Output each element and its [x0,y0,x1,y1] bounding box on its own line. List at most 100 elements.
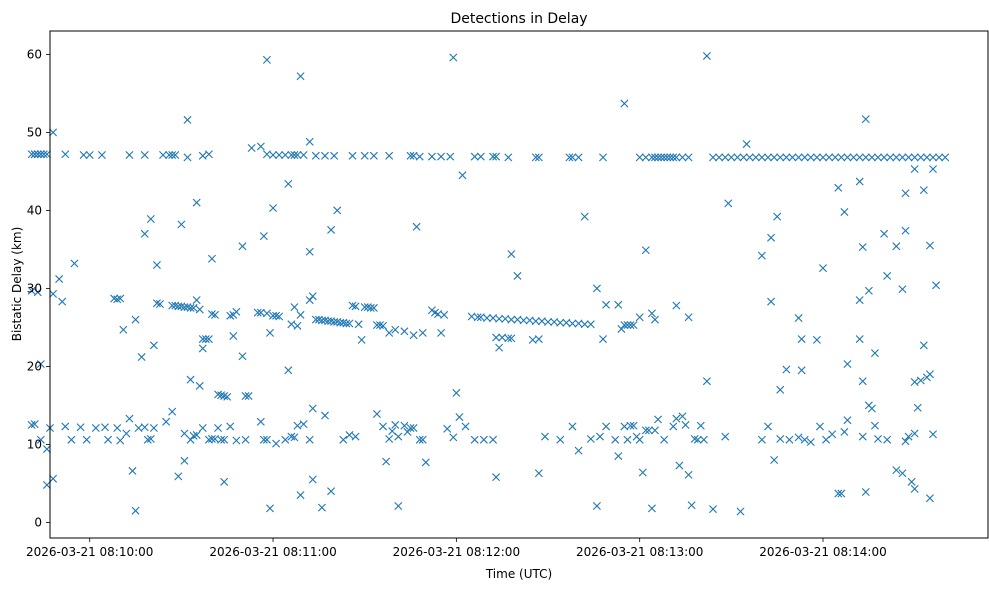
data-point-162 [113,295,122,304]
data-point-78 [709,153,718,162]
data-point-14 [125,151,134,160]
data-point-61 [574,153,583,162]
data-point-404 [592,502,601,511]
data-point-169 [156,300,164,308]
data-point-151 [925,241,934,250]
data-point-315 [42,480,51,489]
data-point-432 [699,435,708,444]
data-point-168 [152,299,161,308]
data-point-461 [904,432,913,441]
data-point-103 [855,153,864,162]
y-tick-label-1: 10 [27,437,42,451]
data-point-395 [479,435,488,444]
data-point-459 [898,469,907,478]
data-point-59 [565,153,574,162]
data-point-141 [819,264,827,273]
data-point-165 [131,315,140,324]
data-point-384 [406,424,415,433]
data-point-236 [400,327,409,336]
data-point-429 [690,434,699,443]
data-point-233 [379,321,388,330]
data-point-32 [290,151,299,160]
data-point-0 [27,150,36,159]
data-point-157 [49,289,58,298]
data-point-392 [455,413,464,422]
data-point-367 [308,404,317,413]
data-point-30 [281,151,290,160]
data-point-66 [647,153,656,162]
data-point-122 [177,220,186,229]
data-point-57 [531,153,540,162]
data-point-435 [721,432,730,441]
data-point-48 [437,152,446,161]
data-point-189 [223,392,232,401]
data-point-245 [473,313,482,322]
data-point-150 [919,186,928,195]
data-point-67 [650,153,659,162]
data-point-82 [733,153,742,162]
data-point-22 [198,151,207,160]
data-point-229 [366,303,375,312]
data-point-190 [226,311,235,320]
data-point-410 [623,435,632,444]
data-point-192 [229,331,238,340]
data-point-249 [495,314,504,323]
data-point-457 [883,435,892,444]
data-point-441 [785,435,794,444]
y-tick-label-3: 30 [27,281,42,295]
data-point-355 [259,435,268,444]
data-point-391 [452,388,461,397]
data-point-299 [910,378,919,386]
data-point-466 [925,494,934,503]
data-point-379 [391,420,400,429]
data-point-98 [825,153,834,162]
data-point-279 [626,321,635,330]
data-point-181 [198,344,207,353]
data-point-419 [650,426,659,435]
data-point-393 [461,422,470,431]
data-point-88 [764,153,773,162]
data-point-283 [672,301,681,310]
data-point-102 [849,153,858,162]
data-point-43 [385,151,394,160]
data-point-456 [874,434,882,443]
data-point-117 [935,153,944,162]
data-point-421 [660,435,669,444]
data-point-414 [635,435,644,444]
data-point-380 [394,432,403,441]
data-point-29 [275,151,284,160]
data-point-428 [687,501,696,510]
data-point-114 [916,153,925,162]
data-point-222 [345,319,354,328]
data-point-440 [776,434,785,443]
data-point-282 [650,315,659,324]
data-point-126 [259,232,268,241]
data-point-73 [669,153,678,162]
data-point-458 [892,466,901,475]
data-point-329 [131,506,140,515]
data-point-129 [305,247,314,256]
data-point-408 [614,452,623,461]
data-point-277 [620,321,629,330]
x-tick-label-1: 2026-03-21 08:11:00 [209,545,336,559]
data-point-349 [220,477,229,486]
data-point-207 [293,321,302,330]
data-point-284 [684,313,693,322]
data-point-281 [647,309,656,318]
data-point-65 [641,153,650,162]
data-point-403 [586,434,595,443]
data-point-95 [806,153,815,162]
data-point-101 [843,153,852,162]
data-point-118 [941,153,950,162]
y-tick-label-6: 60 [27,47,42,61]
data-point-153 [901,226,910,235]
data-point-145 [858,243,867,252]
data-point-342 [192,431,201,440]
data-point-396 [489,435,498,444]
data-point-263 [580,320,589,329]
data-point-339 [180,429,189,438]
data-point-195 [241,392,250,401]
data-point-293 [855,296,864,305]
data-point-47 [427,152,436,161]
data-point-76 [684,153,693,162]
